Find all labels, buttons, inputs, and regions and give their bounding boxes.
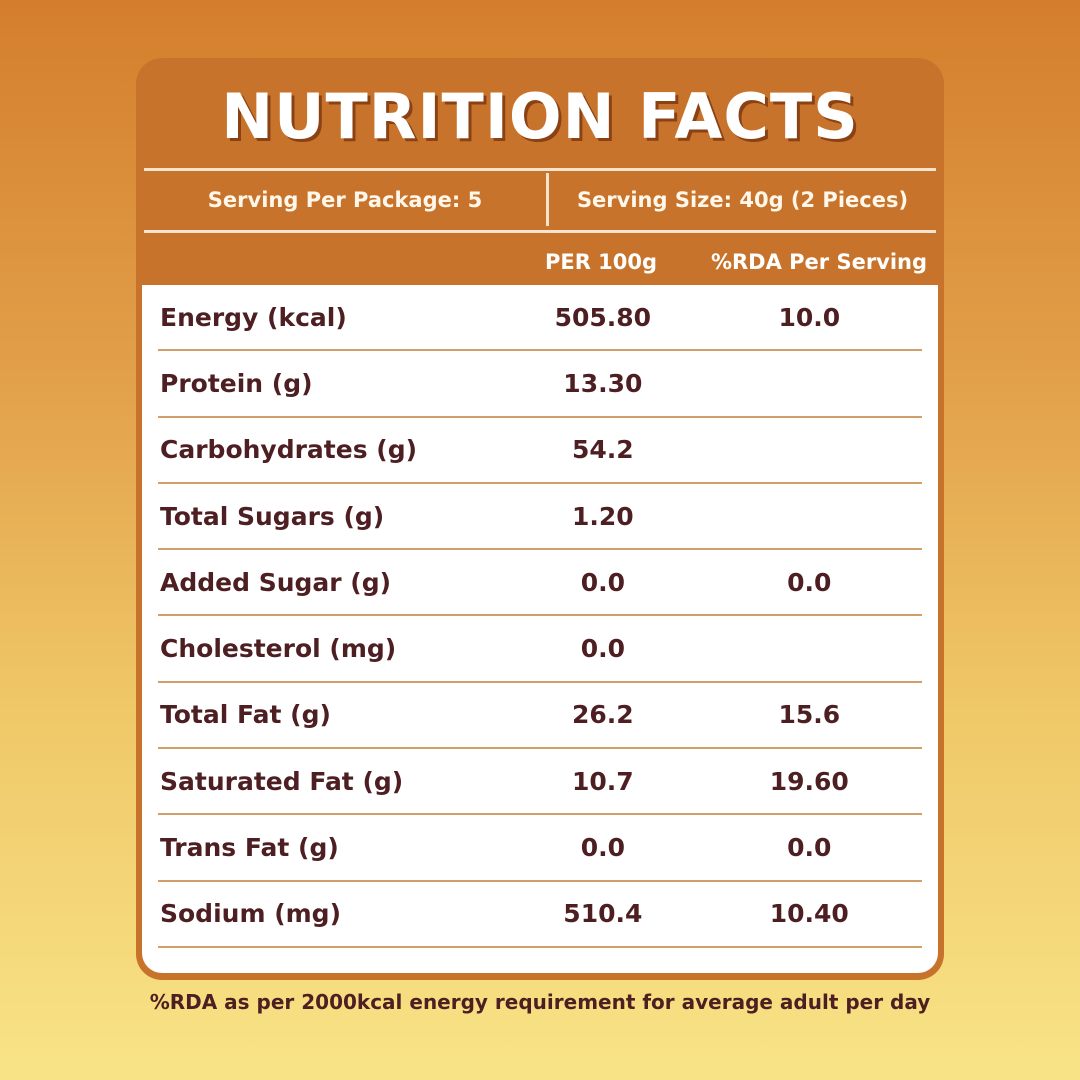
table-row: Energy (kcal) 505.80 10.0	[158, 285, 922, 352]
rda-value: 19.60	[769, 766, 849, 796]
nutrient-name: Added Sugar (g)	[160, 567, 392, 597]
column-header-rda: %RDA Per Serving	[710, 250, 928, 274]
table-row: Trans Fat (g) 0.0 0.0	[158, 815, 922, 882]
nutrient-name: Total Fat (g)	[160, 700, 331, 730]
serving-info-row: Serving Per Package: 5 Serving Size: 40g…	[144, 171, 936, 228]
table-row: Protein (g) 13.30	[158, 351, 922, 418]
per-100g-value: 0.0	[580, 833, 625, 863]
per-100g-value: 10.7	[571, 766, 634, 796]
nutrition-rows: Energy (kcal) 505.80 10.0 Protein (g) 13.30 C…	[158, 285, 922, 948]
per-100g-value: 54.2	[571, 435, 634, 465]
nutrient-name: Saturated Fat (g)	[160, 766, 404, 796]
rda-value: 10.0	[778, 302, 841, 332]
table-row: Added Sugar (g) 0.0 0.0	[158, 550, 922, 617]
per-100g-value: 1.20	[571, 501, 634, 531]
rda-footnote: %RDA as per 2000kcal energy requirement …	[149, 990, 931, 1014]
table-row: Total Sugars (g) 1.20	[158, 484, 922, 551]
serving-per-package: Serving Per Package: 5	[207, 187, 483, 212]
table-row: Carbohydrates (g) 54.2	[158, 418, 922, 484]
per-100g-value: 13.30	[563, 368, 643, 398]
table-row: Total Fat (g) 26.2 15.6	[158, 683, 922, 750]
top-divider	[144, 168, 936, 171]
nutrient-name: Protein (g)	[160, 368, 313, 398]
table-row: Cholesterol (mg) 0.0	[158, 616, 922, 683]
per-100g-value: 505.80	[554, 302, 652, 332]
nutrient-name: Sodium (mg)	[160, 899, 341, 929]
nutrient-name: Cholesterol (mg)	[160, 634, 397, 664]
rda-value: 0.0	[787, 567, 832, 597]
nutrient-name: Carbohydrates (g)	[160, 435, 418, 465]
per-100g-value: 0.0	[580, 634, 625, 664]
nutrition-title: NUTRITION FACTS	[221, 80, 859, 153]
per-100g-value: 26.2	[571, 700, 634, 730]
nutrient-name: Total Sugars (g)	[160, 501, 385, 531]
rda-value: 10.40	[769, 899, 849, 929]
nutrient-name: Energy (kcal)	[160, 302, 347, 332]
table-row: Sodium (mg) 510.4 10.40	[158, 882, 922, 948]
rda-value: 0.0	[787, 833, 832, 863]
rda-value: 15.6	[778, 700, 841, 730]
header-divider	[144, 230, 936, 233]
nutrition-table: Energy (kcal) 505.80 10.0 Protein (g) 13.30 C…	[142, 285, 938, 973]
table-row: Saturated Fat (g) 10.7 19.60	[158, 749, 922, 816]
per-100g-value: 510.4	[563, 899, 643, 929]
serving-size: Serving Size: 40g (2 Pieces)	[576, 187, 909, 212]
nutrient-name: Trans Fat (g)	[160, 833, 339, 863]
serving-divider	[546, 173, 549, 226]
per-100g-value: 0.0	[580, 567, 625, 597]
column-header-per100: PER 100g	[544, 250, 658, 274]
